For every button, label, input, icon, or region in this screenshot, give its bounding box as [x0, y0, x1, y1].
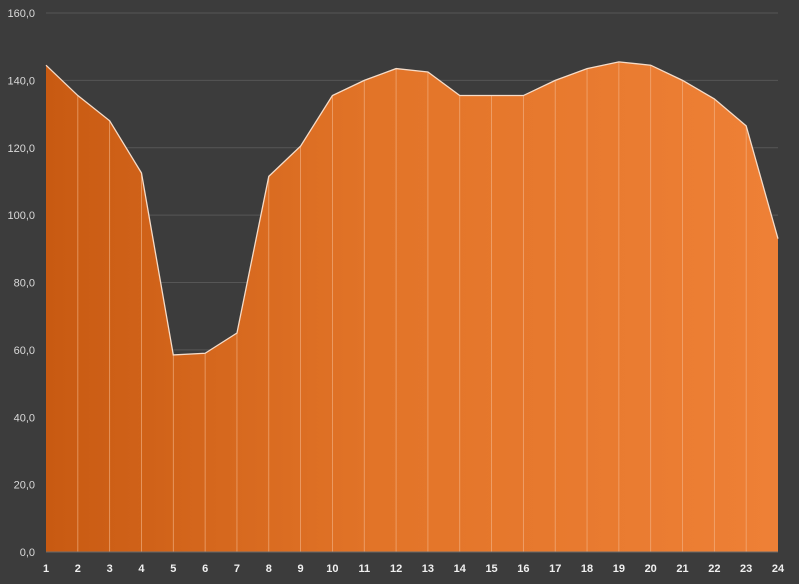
x-tick-label: 21: [676, 563, 688, 575]
x-tick-label: 2: [75, 563, 81, 575]
x-tick-label: 1: [43, 563, 49, 575]
y-tick-label: 160,0: [7, 8, 35, 20]
category-dividers: [45, 61, 779, 553]
x-tick-label: 7: [234, 563, 240, 575]
x-tick-label: 15: [485, 563, 497, 575]
x-tick-label: 11: [358, 563, 370, 575]
area-series: [46, 61, 778, 553]
x-tick-label: 6: [202, 563, 208, 575]
x-tick-label: 12: [390, 563, 402, 575]
x-tick-label: 19: [613, 563, 625, 575]
x-tick-label: 13: [422, 563, 434, 575]
x-tick-label: 22: [708, 563, 720, 575]
x-tick-label: 8: [266, 563, 272, 575]
x-tick-label: 17: [549, 563, 561, 575]
y-tick-label: 120,0: [7, 143, 35, 155]
x-axis: 1 2 3 4 5 6 7 8 9 10 11 12 13 14 15 16 17 18 19 20 21 22 23 24: [43, 563, 785, 575]
x-tick-label: 16: [517, 563, 529, 575]
x-tick-label: 14: [454, 563, 467, 575]
y-tick-label: 140,0: [7, 75, 35, 87]
x-tick-label: 20: [645, 563, 657, 575]
x-tick-label: 18: [581, 563, 593, 575]
x-tick-label: 10: [326, 563, 338, 575]
x-tick-label: 23: [740, 563, 752, 575]
y-tick-label: 60,0: [14, 345, 35, 357]
x-tick-label: 4: [138, 563, 145, 575]
y-tick-label: 100,0: [7, 210, 35, 222]
x-tick-label: 3: [107, 563, 113, 575]
y-tick-label: 0,0: [20, 547, 35, 559]
x-tick-label: 9: [298, 563, 304, 575]
x-tick-label: 5: [170, 563, 176, 575]
area-outline: [45, 61, 779, 356]
y-tick-label: 20,0: [14, 480, 35, 492]
y-tick-label: 40,0: [14, 412, 35, 424]
plot-area: [46, 61, 778, 553]
y-axis: 0,0 20,0 40,0 60,0 80,0 100,0 120,0 140,0 160,0: [7, 8, 35, 559]
x-tick-label: 24: [772, 563, 785, 575]
y-tick-label: 80,0: [14, 278, 35, 290]
